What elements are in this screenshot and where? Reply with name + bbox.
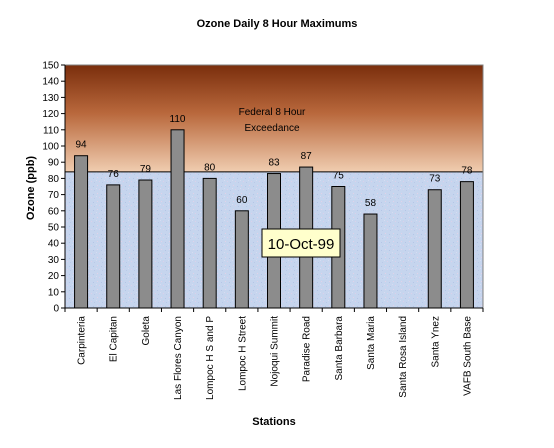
x-tick-label: Santa Rosa Island [398, 316, 409, 398]
data-label: 76 [108, 169, 120, 180]
y-tick-label: 90 [48, 158, 60, 169]
x-tick-label: Nojoqui Summit [270, 316, 281, 387]
x-tick-label: Santa Maria [366, 316, 377, 370]
data-label: 60 [236, 195, 248, 206]
y-tick-label: 60 [48, 206, 60, 217]
y-tick-label: 70 [48, 190, 60, 201]
data-label: 87 [301, 151, 313, 162]
date-box-frame [261, 228, 341, 258]
data-label: 110 [170, 114, 186, 125]
y-tick-label: 130 [42, 93, 59, 104]
bar [363, 213, 378, 309]
data-labels: 94 76 79 110 80 60 83 87 75 58 73 78 [76, 114, 473, 209]
y-tick-label: 10 [48, 287, 60, 298]
x-tick-label: Santa Ynez [430, 316, 441, 368]
x-tick-label: Santa Barbara [334, 316, 345, 381]
x-axis: Carpinteria El Capitan Goleta Las Flores Ca… [64, 307, 484, 400]
data-label: 83 [268, 158, 280, 169]
x-tick-label: Carpinteria [77, 316, 88, 365]
exceedance-label-line2: Exceedance [244, 123, 299, 134]
bar [106, 184, 121, 309]
x-tick-label: Goleta [141, 316, 152, 346]
x-axis-title: Stations [252, 416, 295, 428]
y-tick-label: 50 [48, 223, 60, 234]
data-label: 80 [204, 162, 216, 173]
chart-title: Ozone Daily 8 Hour Maximums [197, 18, 358, 30]
x-tick-label: Paradise Road [302, 316, 313, 382]
y-tick-label: 140 [42, 77, 59, 88]
y-tick-label: 20 [48, 271, 60, 282]
x-tick-label: VAFB South Base [462, 316, 473, 396]
bar [138, 179, 153, 309]
bars [74, 129, 474, 309]
y-tick-label: 150 [42, 61, 59, 72]
data-label: 78 [461, 166, 473, 177]
y-tick-label: 30 [48, 255, 60, 266]
x-tick-label: El Capitan [109, 316, 120, 362]
data-label: 75 [333, 171, 345, 182]
data-label: 79 [140, 164, 152, 175]
y-tick-label: 40 [48, 239, 60, 250]
exceedance-label-line1: Federal 8 Hour [239, 107, 306, 118]
data-label: 58 [365, 198, 377, 209]
bar [459, 181, 474, 309]
exceedance-zone [65, 65, 483, 172]
data-label: 73 [429, 174, 441, 185]
y-axis-title: Ozone (ppb) [25, 156, 37, 220]
bar [202, 177, 217, 309]
x-tick-label: Lompoc H S and P [205, 316, 216, 400]
x-tick-label: Lompoc H Street [237, 316, 248, 391]
bar [427, 189, 442, 309]
y-tick-label: 80 [48, 174, 60, 185]
y-tick-label: 0 [53, 304, 59, 315]
y-tick-label: 120 [42, 109, 59, 120]
x-tick-label: Las Flores Canyon [173, 316, 184, 400]
bar [170, 129, 185, 309]
y-tick-label: 100 [42, 142, 59, 153]
y-tick-label: 110 [43, 125, 59, 136]
bar [74, 155, 89, 309]
date-box: 10-Oct-99 [261, 228, 341, 258]
date-label: 10-Oct-99 [268, 236, 335, 253]
bar [234, 210, 249, 309]
data-label: 94 [76, 140, 88, 151]
y-axis: 0 10 20 30 40 50 60 70 80 90 100 110 120 130 140 150 [42, 61, 66, 315]
